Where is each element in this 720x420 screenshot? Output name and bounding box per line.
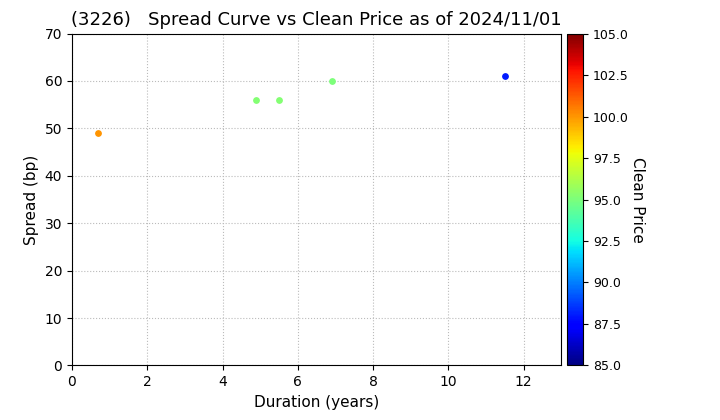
Y-axis label: Spread (bp): Spread (bp): [24, 155, 39, 244]
Point: [93, 130, 104, 136]
Point: [251, 97, 262, 103]
Point: [274, 97, 285, 103]
Point: [499, 73, 510, 80]
Y-axis label: Clean Price: Clean Price: [631, 157, 645, 242]
Title: (3226)   Spread Curve vs Clean Price as of 2024/11/01: (3226) Spread Curve vs Clean Price as of…: [71, 11, 562, 29]
X-axis label: Duration (years): Duration (years): [254, 395, 379, 409]
Point: [326, 78, 338, 84]
